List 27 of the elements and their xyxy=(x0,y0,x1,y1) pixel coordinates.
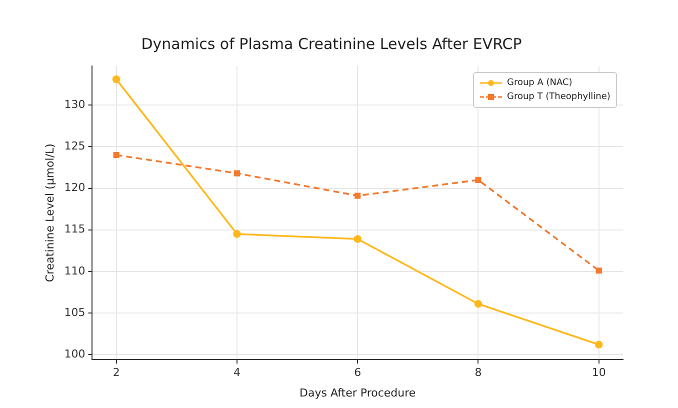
x-tick-label: 10 xyxy=(592,366,606,380)
point xyxy=(234,170,240,176)
point xyxy=(233,230,241,238)
y-tick-label: 125 xyxy=(64,140,86,153)
legend-label: Group A (NAC) xyxy=(507,77,572,90)
point xyxy=(475,176,482,183)
y-tick-label: 100 xyxy=(64,347,86,360)
point xyxy=(112,75,120,84)
point xyxy=(354,235,362,243)
y-tick-label: 110 xyxy=(64,264,86,278)
point xyxy=(594,340,603,349)
point xyxy=(113,152,120,158)
point xyxy=(596,268,602,274)
x-tick-label: 8 xyxy=(474,366,482,380)
x-tick-label: 4 xyxy=(233,366,240,380)
x-axis-title: Days After Procedure xyxy=(300,386,416,400)
point xyxy=(474,300,482,308)
point xyxy=(354,192,361,199)
y-tick-label: 130 xyxy=(64,98,86,111)
y-tick-label: 105 xyxy=(64,306,86,319)
x-tick-label: 2 xyxy=(112,366,120,380)
y-tick-label: 115 xyxy=(64,222,86,236)
y-tick-label: 120 xyxy=(64,181,86,194)
y-axis-title: Creatinine Level (µmol/L) xyxy=(43,144,56,282)
chart-title: Dynamics of Plasma Creatinine Levels After EVRCP xyxy=(141,34,522,53)
x-tick-label: 6 xyxy=(354,366,362,380)
legend-label: Group T (Theophylline) xyxy=(507,91,610,104)
